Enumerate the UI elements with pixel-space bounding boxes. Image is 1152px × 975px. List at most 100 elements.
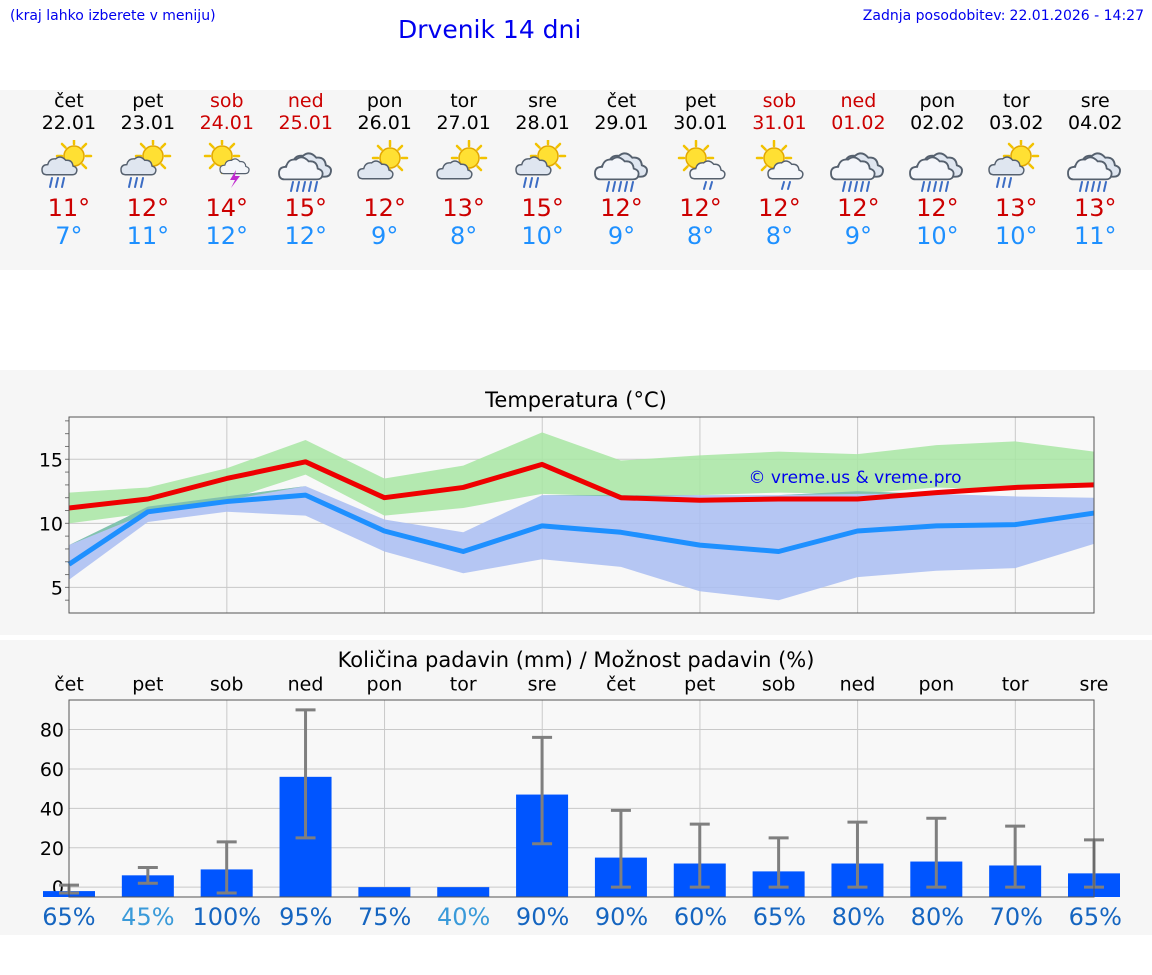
- min-temperature-line: [67, 492, 1095, 567]
- y-tick-label: 20: [40, 838, 64, 860]
- rain-drop: [1097, 181, 1102, 192]
- y-tick-label: 15: [39, 449, 63, 471]
- precipitation-probability: 65%: [1068, 903, 1122, 931]
- rain-drop: [842, 181, 847, 192]
- day-name: tor: [450, 90, 478, 112]
- icon-drawing: [356, 140, 408, 180]
- cloud-heavy-rain-icon: [277, 152, 332, 192]
- x-category-label: pon: [918, 674, 954, 696]
- precipitation-probability: 60%: [673, 903, 728, 931]
- precipitation-probability: 80%: [910, 903, 965, 931]
- cloud-heavy-rain-icon: [1067, 152, 1122, 192]
- temp-min: 10°: [995, 222, 1038, 250]
- temp-min: 11°: [126, 222, 170, 250]
- temp-min: 10°: [916, 222, 959, 250]
- updated-label: Zadnja posodobitev:: [862, 8, 1006, 24]
- rain-drop: [623, 181, 628, 192]
- cloud-shape: [688, 160, 726, 180]
- cloud-body: [514, 156, 552, 176]
- day-date: 25.01: [278, 112, 333, 134]
- temp-max: 14°: [205, 194, 249, 222]
- rain-drop: [127, 177, 132, 188]
- precipitation-probability: 80%: [831, 903, 886, 931]
- y-tick-label: 40: [40, 798, 64, 820]
- day-name: tor: [1002, 90, 1030, 112]
- precipitation-probability: 65%: [752, 903, 807, 931]
- day-date: 03.02: [989, 112, 1044, 134]
- x-category-label: sob: [762, 674, 796, 696]
- temp-max: 12°: [837, 194, 880, 222]
- rain-drop: [787, 181, 792, 190]
- sun-cloud-light-rain-icon: [677, 140, 726, 190]
- sun-cloud-icon: [435, 140, 487, 180]
- cloud-shape: [435, 160, 473, 180]
- day-name: čet: [54, 90, 84, 112]
- temp-min: 7°: [55, 222, 83, 250]
- cloud-shape: [1067, 156, 1113, 181]
- rain-drops: [605, 181, 634, 192]
- sun-ray: [208, 163, 215, 170]
- temp-min: 12°: [284, 222, 328, 250]
- icon-drawing: [514, 140, 566, 188]
- rain-drop: [605, 181, 610, 192]
- cloud-body: [435, 160, 473, 180]
- rain-drop: [60, 177, 65, 188]
- sun-ray: [396, 165, 403, 172]
- cloud-body: [830, 156, 876, 181]
- day-name: sob: [762, 90, 797, 112]
- cloud-shape: [593, 156, 640, 181]
- rain-drop: [313, 181, 318, 192]
- precipitation-bar: [358, 887, 411, 897]
- last-updated: Zadnja posodobitev: 22.01.2026 - 14:27: [859, 8, 1144, 24]
- icon-drawing: [830, 152, 885, 192]
- temperature-title: Temperatura (°C): [485, 388, 667, 412]
- sun-ray: [1028, 142, 1035, 149]
- rain-drop: [866, 181, 871, 192]
- day-name: sre: [528, 90, 558, 112]
- day-date: 22.01: [41, 112, 97, 134]
- rain-drop: [611, 181, 616, 192]
- cloud-shape: [277, 156, 324, 181]
- cloud-body: [219, 158, 250, 175]
- rain-drop: [921, 181, 926, 192]
- sun-ray: [376, 144, 383, 151]
- day-column: ned 25.01 15° 12°: [266, 90, 346, 250]
- rain-drops: [289, 181, 318, 192]
- temp-max: 12°: [126, 194, 170, 222]
- temp-min: 9°: [844, 222, 873, 250]
- day-column: sre 04.02 13° 11°: [1055, 90, 1135, 250]
- sun-ray: [1008, 142, 1015, 149]
- sun-ray: [781, 144, 788, 151]
- temp-min: 8°: [765, 222, 794, 250]
- x-category-label: sre: [528, 674, 557, 696]
- watermark: © vreme.us & vreme.pro: [748, 468, 961, 488]
- rain-drop: [629, 181, 634, 192]
- rain-drop: [1091, 181, 1096, 192]
- sun-ray: [1028, 163, 1035, 170]
- temp-max: 12°: [758, 194, 801, 222]
- day-column: pon 26.01 12° 9°: [345, 90, 425, 250]
- day-date: 26.01: [357, 112, 412, 134]
- rain-drop: [289, 181, 294, 192]
- daily-forecast-band: [0, 90, 1152, 270]
- day-name: pet: [684, 90, 717, 112]
- temp-max: 13°: [442, 194, 485, 222]
- cloud-shape: [988, 156, 1025, 176]
- y-tick-label: 60: [40, 759, 64, 781]
- day-name: čet: [606, 90, 637, 112]
- day-column: pon 02.02 12° 10°: [897, 90, 977, 250]
- day-date: 24.01: [199, 112, 254, 134]
- sun-cloud-rain-icon: [514, 140, 566, 188]
- temp-min: 8°: [450, 222, 478, 250]
- sun-ray: [475, 165, 482, 172]
- rain-drop: [945, 181, 950, 192]
- sun-ray: [229, 142, 236, 149]
- plot-frame: [68, 416, 1095, 614]
- temp-max: 13°: [995, 194, 1038, 222]
- temp-max: 15°: [521, 194, 564, 222]
- cloud-body: [120, 156, 157, 176]
- updated-value: 22.01.2026 - 14:27: [1009, 8, 1144, 24]
- sun-ray: [160, 163, 167, 170]
- precipitation-probability: 70%: [989, 903, 1043, 931]
